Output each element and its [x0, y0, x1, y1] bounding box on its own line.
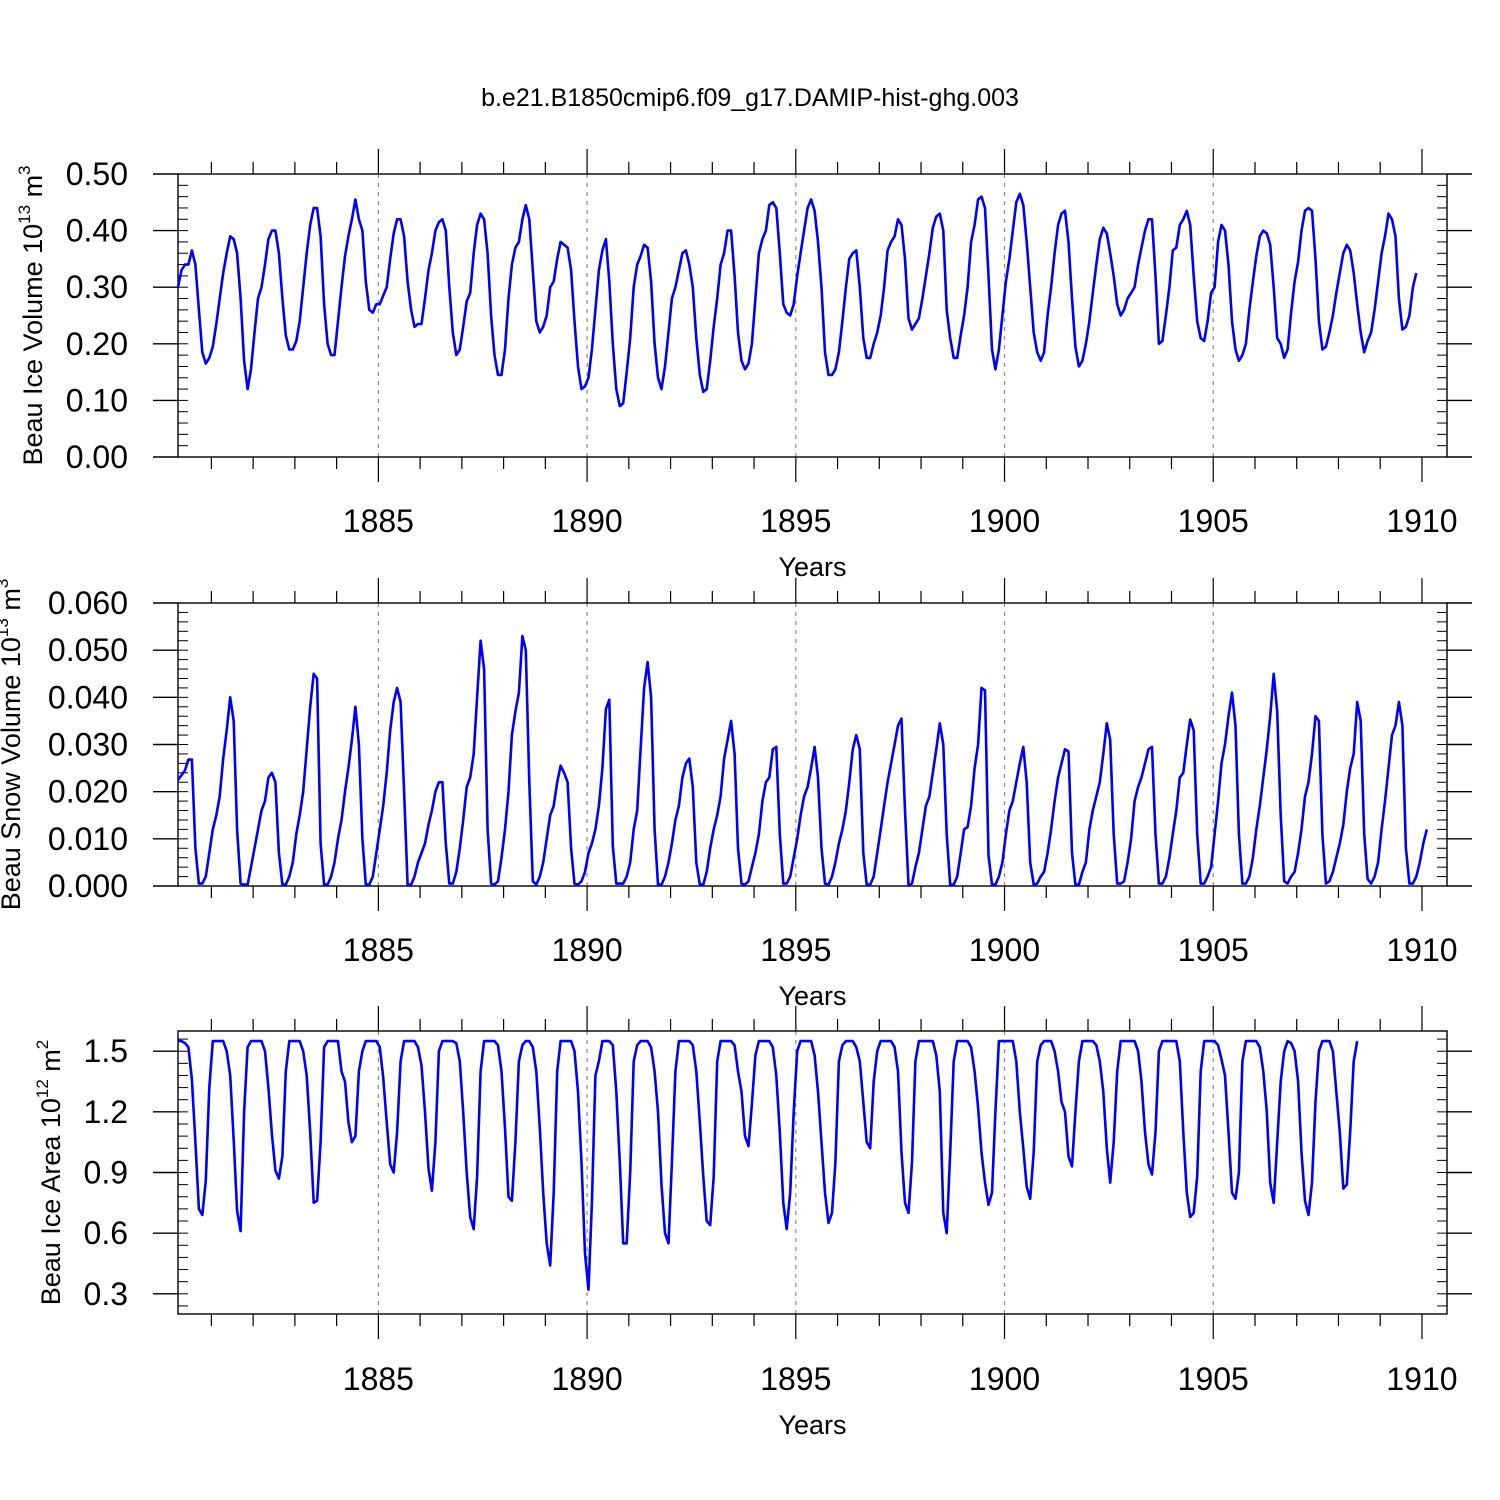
- y-axis-label: Beau Ice Area 1012 m2: [33, 1040, 66, 1306]
- y-label-unit-sup: 3: [15, 165, 34, 174]
- y-label-sup: 13: [15, 205, 34, 224]
- ytick-label: 1.2: [84, 1094, 128, 1130]
- y-label-unit: m: [18, 175, 48, 205]
- axis-frame: [177, 173, 1448, 458]
- panel-snow-volume: 0.000 0.010 0.020 0.030 0.040 0.050 0.060 1885 1…: [0, 578, 1472, 1011]
- ytick-label: 0.040: [48, 679, 128, 715]
- xtick-label-1895: 1895: [760, 932, 831, 968]
- xtick-label-1885: 1885: [343, 503, 414, 539]
- panel-ice-volume: 0.00 0.10 0.20 0.30 0.40 0.50 1885 1890 1895 1900…: [15, 149, 1472, 582]
- ytick-label: 0.3: [84, 1276, 128, 1312]
- y-label-sup: 12: [33, 1079, 52, 1098]
- xtick-label-1900: 1900: [969, 932, 1040, 968]
- xtick-label-1890: 1890: [551, 1361, 622, 1397]
- ytick-label: 0.40: [66, 213, 128, 249]
- xtick-label-1905: 1905: [1178, 932, 1249, 968]
- xtick-label-1885: 1885: [343, 932, 414, 968]
- y-axis-label: Beau Ice Volume 1013 m3: [15, 165, 48, 465]
- ytick-label: 1.5: [84, 1033, 128, 1069]
- y-label-text: Beau Ice Volume 10: [18, 224, 48, 466]
- xtick-label-1905: 1905: [1178, 1361, 1249, 1397]
- x-axis-label: Years: [778, 552, 846, 582]
- ytick-label: 0.30: [66, 269, 128, 305]
- xtick-label-1885: 1885: [343, 1361, 414, 1397]
- ytick-label: 0.9: [84, 1155, 128, 1191]
- ytick-label: 0.50: [66, 156, 128, 192]
- x-axis-label: Years: [778, 1410, 846, 1440]
- xtick-label-1895: 1895: [760, 1361, 831, 1397]
- y-axis-label: Beau Snow Volume 1013 m3: [0, 579, 26, 911]
- y-label-unit: m: [0, 588, 26, 618]
- xtick-label-1895: 1895: [760, 503, 831, 539]
- ytick-label: 0.00: [66, 439, 128, 475]
- xtick-label-1890: 1890: [551, 932, 622, 968]
- xtick-label-1900: 1900: [969, 1361, 1040, 1397]
- x-axis-label: Years: [778, 981, 846, 1011]
- xtick-label-1905: 1905: [1178, 503, 1249, 539]
- axis-frame: [177, 1030, 1448, 1315]
- y-label-unit-sup: 2: [33, 1040, 52, 1049]
- ytick-label: 0.20: [66, 326, 128, 362]
- ytick-label: 0.6: [84, 1215, 128, 1251]
- panel-ice-area: 0.3 0.6 0.9 1.2 1.5 1885 1890 1895 1900 1905 1910 Y…: [33, 1006, 1472, 1440]
- xtick-label-1910: 1910: [1386, 932, 1457, 968]
- series-line-snow-volume: [176, 634, 1429, 886]
- ytick-label: 0.000: [48, 868, 128, 904]
- series-line-ice-area: [178, 1039, 1359, 1291]
- y-label-unit: m: [36, 1049, 66, 1079]
- y-label-unit-sup: 3: [0, 579, 12, 588]
- ytick-label: 0.10: [66, 382, 128, 418]
- ytick-label: 0.020: [48, 774, 128, 810]
- axis-frame: [177, 602, 1448, 887]
- xtick-label-1900: 1900: [969, 503, 1040, 539]
- ytick-label: 0.030: [48, 727, 128, 763]
- xtick-label-1890: 1890: [551, 503, 622, 539]
- y-label-text: Beau Snow Volume 10: [0, 637, 26, 910]
- series-line-ice-volume: [176, 192, 1418, 408]
- xtick-label-1910: 1910: [1386, 1361, 1457, 1397]
- xtick-label-1910: 1910: [1386, 503, 1457, 539]
- ytick-label: 0.060: [48, 585, 128, 621]
- ytick-label: 0.050: [48, 632, 128, 668]
- chart-title: b.e21.B1850cmip6.f09_g17.DAMIP-hist-ghg.…: [481, 84, 1019, 112]
- y-label-text: Beau Ice Area 10: [36, 1098, 66, 1305]
- ytick-label: 0.010: [48, 821, 128, 857]
- y-label-sup: 13: [0, 618, 12, 637]
